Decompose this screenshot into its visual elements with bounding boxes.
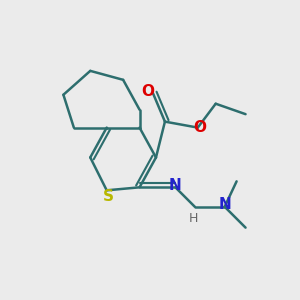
Text: O: O [194,120,207,135]
Text: H: H [189,212,198,225]
Text: O: O [141,84,154,99]
Text: N: N [218,197,231,212]
Text: S: S [103,189,114,204]
Text: N: N [169,178,182,193]
